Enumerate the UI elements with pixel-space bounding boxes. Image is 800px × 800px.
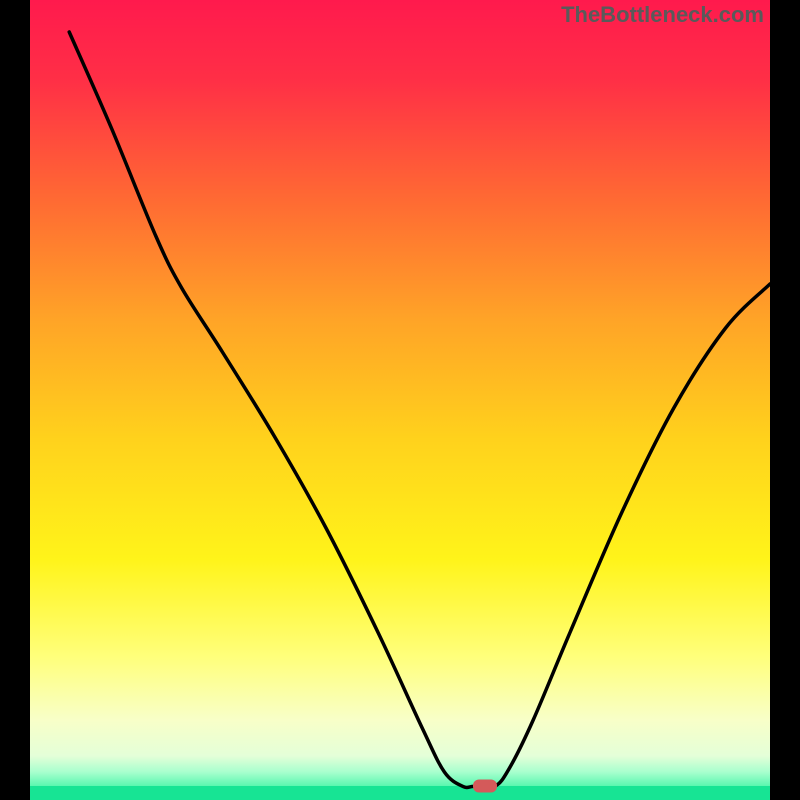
plot-area: TheBottleneck.com — [30, 0, 770, 800]
bottleneck-curve — [30, 0, 770, 800]
optimal-point-marker — [473, 780, 497, 793]
bottleneck-chart: TheBottleneck.com — [0, 0, 800, 800]
right-black-border — [770, 0, 800, 800]
left-black-border — [0, 0, 30, 800]
watermark-text: TheBottleneck.com — [561, 2, 770, 28]
